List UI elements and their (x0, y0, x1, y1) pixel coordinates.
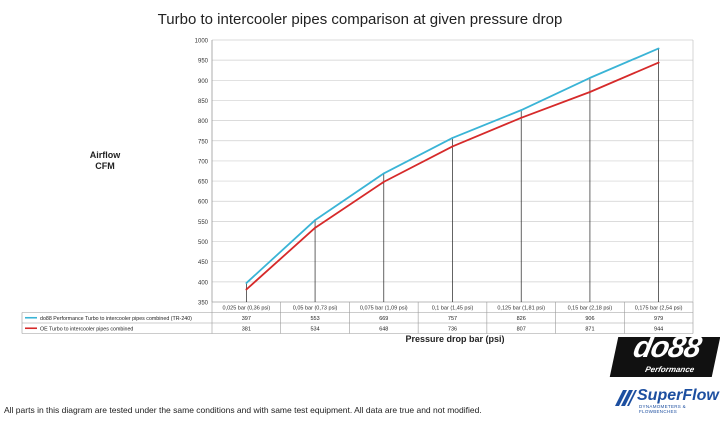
x-category-label: 0,125 bar (1,81 psi) (497, 306, 545, 312)
data-point (589, 91, 591, 93)
x-axis-label: Pressure drop bar (psi) (405, 334, 505, 344)
table-value: 648 (379, 326, 388, 332)
y-tick-label: 350 (198, 301, 209, 307)
y-tick-label: 400 (198, 280, 209, 286)
table-value: 944 (654, 326, 663, 332)
x-category-label: 0,025 bar (0,36 psi) (223, 306, 271, 312)
table-value: 807 (517, 326, 526, 332)
y-axis-label-line: Airflow (89, 150, 121, 160)
y-tick-label: 800 (198, 119, 209, 125)
y-tick-label: 550 (198, 220, 209, 226)
data-point (314, 219, 316, 222)
data-point (382, 172, 385, 175)
y-tick-label: 950 (198, 59, 209, 65)
data-point (245, 288, 248, 291)
do88-logo-text: do88 (630, 331, 704, 364)
x-category-label: 0,075 bar (1,09 psi) (360, 306, 408, 312)
table-value: 553 (310, 316, 319, 322)
y-tick-label: 650 (198, 180, 209, 186)
y-tick-label: 850 (198, 99, 209, 105)
table-value: 669 (379, 316, 388, 322)
table-value: 826 (517, 316, 526, 322)
data-point (657, 47, 660, 50)
do88-logo-subtitle: Performance (644, 365, 696, 374)
x-category-label: 0,1 bar (1,45 psi) (432, 306, 474, 312)
data-point (520, 116, 523, 119)
chart-title: Turbo to intercooler pipes comparison at… (157, 11, 563, 28)
table-value: 381 (242, 326, 251, 332)
data-point (314, 226, 316, 229)
y-axis-label: Airflow CFM (70, 150, 140, 172)
y-tick-label: 600 (198, 200, 209, 206)
do88-logo: do88 Performance (609, 331, 720, 377)
data-point (589, 76, 591, 79)
data-point (451, 137, 454, 139)
superflow-logo: SuperFlow DYNAMOMETERS & FLOWBENCHES (611, 386, 719, 414)
legend-label: do88 Performance Turbo to intercooler pi… (40, 316, 192, 322)
data-point (245, 282, 248, 284)
superflow-logo-text: SuperFlow (637, 387, 719, 404)
table-value: 757 (448, 316, 457, 322)
table-value: 736 (448, 326, 457, 332)
y-tick-label: 900 (198, 79, 209, 85)
data-point (451, 145, 454, 148)
table-value: 979 (654, 316, 663, 322)
x-category-label: 0,15 bar (2,18 psi) (568, 306, 613, 312)
y-tick-label: 750 (198, 139, 209, 145)
y-tick-label: 450 (198, 260, 209, 266)
table-value: 871 (585, 326, 594, 332)
table-value: 397 (242, 316, 251, 322)
x-category-label: 0,175 bar (2,54 psi) (635, 306, 683, 312)
y-tick-label: 1000 (195, 39, 209, 45)
y-tick-label: 500 (198, 240, 209, 246)
y-axis-label-line: CFM (95, 161, 115, 171)
data-point (520, 109, 523, 112)
table-value: 534 (310, 326, 319, 332)
legend-label: OE Turbo to intercooler pipes combined (40, 326, 133, 332)
footnote: All parts in this diagram are tested und… (4, 405, 482, 415)
superflow-logo-subtitle: DYNAMOMETERS & FLOWBENCHES (639, 404, 686, 414)
data-point (382, 180, 385, 183)
superflow-mark-icon (615, 390, 637, 406)
x-category-label: 0,05 bar (0,73 psi) (293, 306, 338, 312)
y-tick-label: 700 (198, 159, 209, 165)
table-value: 906 (585, 316, 594, 322)
data-point (657, 61, 660, 64)
